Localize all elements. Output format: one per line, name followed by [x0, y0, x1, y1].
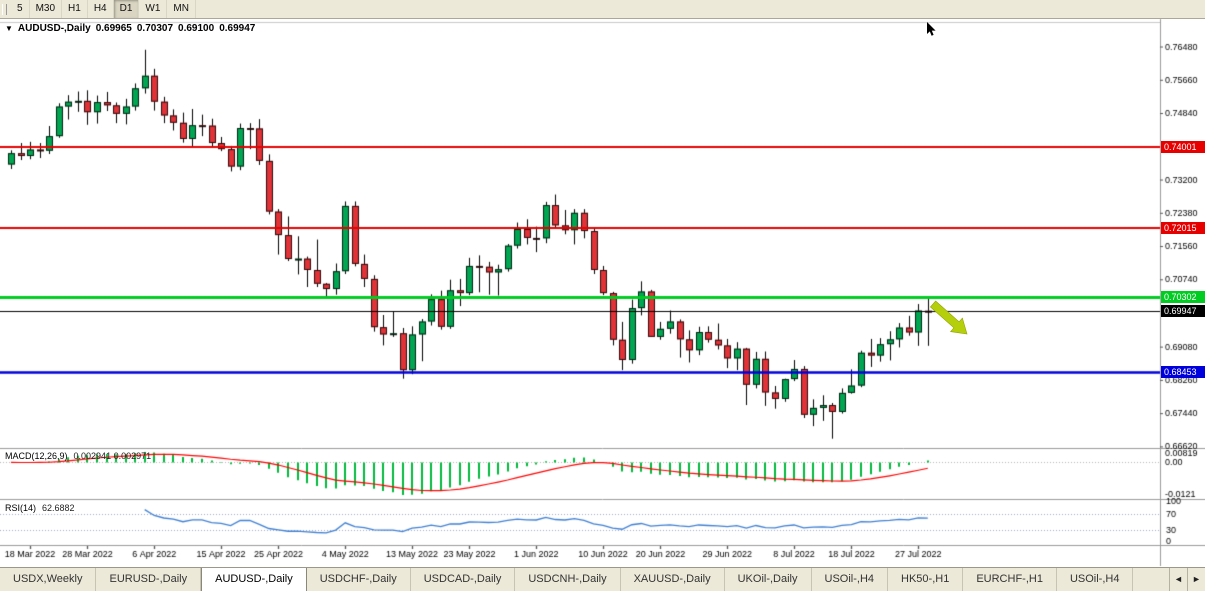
chart-menu-icon[interactable]: ▼	[5, 24, 13, 33]
chart-tab-usdcad-daily[interactable]: USDCAD-,Daily	[411, 568, 516, 591]
toolbar-grip[interactable]	[2, 3, 7, 15]
ohlc-close-value: 0.69947	[219, 23, 256, 34]
price-tag-0-68453: 0.68453	[1161, 366, 1205, 379]
mouse-cursor-icon	[927, 22, 936, 36]
chart-tab-xauusd-daily[interactable]: XAUUSD-,Daily	[621, 568, 725, 591]
tab-scroll-left-button[interactable]: ◄	[1169, 568, 1187, 591]
rsi-indicator-label: RSI(14) 62.6882	[5, 503, 75, 513]
macd-name: MACD(12,26,9)	[5, 451, 68, 461]
chart-tab-usdx-weekly[interactable]: USDX,Weekly	[0, 568, 97, 591]
trend-arrow-shape	[929, 300, 968, 335]
ohlc-open-value: 0.69965	[95, 23, 132, 34]
rsi-name: RSI(14)	[5, 503, 37, 513]
macd-values: 0.002941 0.002971	[73, 451, 152, 461]
timeframe-button-group: 5 M30 H1 H4 D1 W1 MN	[11, 0, 196, 18]
chart-tab-bar: USDX,Weekly EURUSD-,Daily AUDUSD-,Daily USD…	[0, 567, 1205, 591]
timeframe-button-5[interactable]: 5	[11, 0, 30, 18]
ohlc-high-value: 0.70307	[136, 23, 174, 34]
tab-scroll-buttons: ◄ ►	[1169, 568, 1205, 591]
rsi-value: 62.6882	[42, 503, 75, 513]
price-tag-0-72015: 0.72015	[1161, 221, 1205, 234]
chart-tabs: USDX,Weekly EURUSD-,Daily AUDUSD-,Daily USD…	[0, 568, 1169, 591]
chart-tab-audusd-daily[interactable]: AUDUSD-,Daily	[201, 568, 307, 591]
timeframe-toolbar: 5 M30 H1 H4 D1 W1 MN	[0, 0, 1205, 19]
timeframe-button-w1[interactable]: W1	[139, 0, 168, 18]
chart-tab-usdchf-daily[interactable]: USDCHF-,Daily	[307, 568, 411, 591]
chart-tab-usdcnh-daily[interactable]: USDCNH-,Daily	[515, 568, 621, 591]
timeframe-button-h4[interactable]: H4	[88, 0, 114, 18]
price-tag-0-69947: 0.69947	[1161, 305, 1205, 318]
chart-tab-usoil-h4[interactable]: USOil-,H4	[812, 568, 889, 591]
ohlc-low-value: 0.69100	[178, 23, 215, 34]
timeframe-button-m30[interactable]: M30	[30, 0, 63, 18]
chart-tab-eurusd-daily[interactable]: EURUSD-,Daily	[96, 568, 202, 591]
macd-indicator-label: MACD(12,26,9) 0.002941 0.002971	[5, 451, 151, 461]
chart-tab-usoil-h4[interactable]: USOil-,H4	[1057, 568, 1134, 591]
price-tag-0-70302: 0.70302	[1161, 291, 1205, 304]
price-tag-0-74001: 0.74001	[1161, 141, 1205, 154]
chart-ohlc-header: ▼ AUDUSD-,Daily 0.69965 0.70307 0.69100 0.699…	[5, 23, 260, 34]
timeframe-button-d1[interactable]: D1	[113, 0, 140, 18]
timeframe-button-h1[interactable]: H1	[62, 0, 88, 18]
timeframe-button-mn[interactable]: MN	[167, 0, 196, 18]
chart-tab-eurchf-h1[interactable]: EURCHF-,H1	[963, 568, 1057, 591]
tab-scroll-right-button[interactable]: ►	[1187, 568, 1205, 591]
trend-arrow-annotation[interactable]	[925, 298, 979, 350]
chart-tab-hk50-h1[interactable]: HK50-,H1	[888, 568, 964, 591]
chart-title: AUDUSD-,Daily	[17, 23, 91, 34]
chart-tab-ukoil-daily[interactable]: UKOil-,Daily	[725, 568, 812, 591]
